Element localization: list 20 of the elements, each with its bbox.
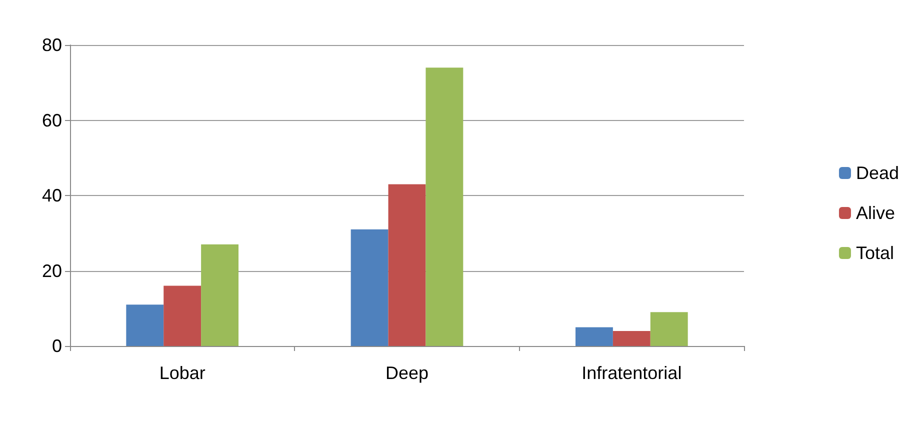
bar (164, 286, 202, 346)
bar (126, 304, 164, 346)
bar (388, 184, 426, 346)
bar (576, 327, 613, 346)
legend-label: Dead (856, 163, 899, 183)
x-tick-label: Deep (385, 363, 429, 383)
y-tick-label: 40 (42, 186, 62, 206)
bar (612, 330, 650, 346)
x-tick-label: Lobar (159, 363, 206, 383)
bar (201, 244, 238, 346)
y-tick-label: 80 (42, 35, 62, 55)
y-tick-label: 0 (52, 336, 62, 356)
x-tick-label: Infratentorial (582, 363, 682, 383)
bar (426, 68, 464, 346)
y-tick-label: 60 (42, 110, 62, 130)
legend-label: Alive (856, 203, 895, 223)
y-tick-label: 20 (42, 260, 62, 281)
bar (650, 312, 688, 346)
legend-label: Total (856, 243, 894, 263)
bar (350, 229, 388, 346)
